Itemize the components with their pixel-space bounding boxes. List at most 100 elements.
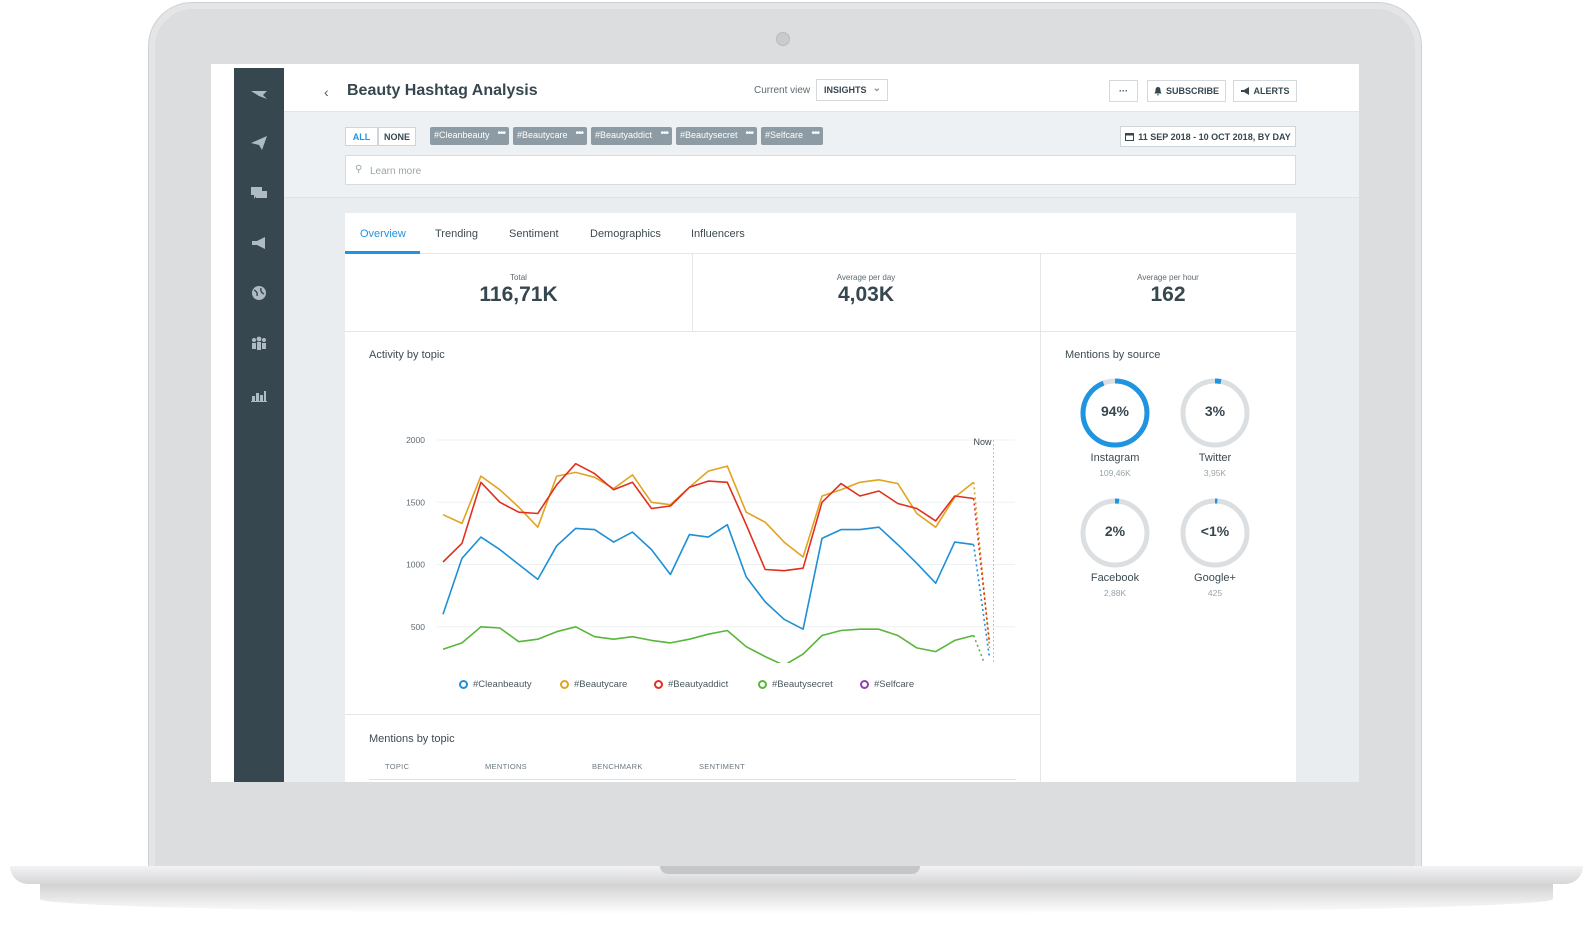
tag-label: #Beautyaddict	[595, 130, 653, 140]
app-screen: ‹ Beauty Hashtag Analysis Current view I…	[211, 64, 1359, 782]
megaphone-icon[interactable]	[249, 234, 269, 252]
filter-all-button[interactable]: ALL	[345, 127, 378, 146]
tag-menu-icon[interactable]: •••	[745, 128, 753, 139]
subscribe-button[interactable]: SUBSCRIBE	[1147, 80, 1226, 102]
legend-label: #Cleanbeauty	[473, 679, 532, 690]
legend-beautyaddict[interactable]: #Beautyaddict	[654, 679, 728, 690]
more-options-button[interactable]: ···	[1109, 80, 1138, 102]
donut-ring	[1080, 498, 1150, 568]
source-twitter-card[interactable]: 3% Twitter 3,95K	[1175, 376, 1255, 496]
legend-selfcare[interactable]: #Selfcare	[860, 679, 914, 690]
tag-menu-icon[interactable]: •••	[660, 128, 668, 139]
brand-logo-icon[interactable]	[249, 86, 269, 104]
tag-beautycare[interactable]: #Beautycare •••	[513, 127, 587, 145]
column-header-topic[interactable]: TOPIC	[385, 762, 410, 771]
filter-none-button[interactable]: NONE	[378, 127, 416, 146]
audience-icon[interactable]	[249, 334, 269, 352]
filter-all-label: ALL	[352, 131, 371, 142]
tag-menu-icon[interactable]: •••	[575, 128, 583, 139]
analytics-icon[interactable]	[249, 386, 269, 404]
chevron-down-icon: ⌄	[872, 83, 881, 94]
stat-value: 4,03K	[837, 283, 895, 306]
activity-line-chart: 050010001500200012. Sep14. Sep16. Sep18.…	[406, 435, 1015, 663]
series-projection-cleanbeauty	[972, 544, 991, 658]
tag-label: #Beautycare	[517, 130, 568, 140]
column-header-sentiment[interactable]: SENTIMENT	[699, 762, 746, 771]
tag-selfcare[interactable]: #Selfcare •••	[761, 127, 823, 145]
legend-marker	[654, 680, 663, 689]
stat-average-per-hour: Average per hour 162	[1040, 254, 1296, 332]
filter-none-label: NONE	[383, 131, 410, 142]
y-tick-label: 1500	[406, 497, 425, 507]
tag-beautysecret[interactable]: #Beautysecret •••	[676, 127, 757, 145]
mentions-by-source-title: Mentions by source	[1065, 349, 1161, 361]
tab-influencers[interactable]: Influencers	[691, 228, 745, 240]
donut-fill	[1180, 378, 1250, 448]
date-range-label: 11 SEP 2018 - 10 OCT 2018, BY DAY	[1138, 131, 1291, 142]
tab-sentiment[interactable]: Sentiment	[509, 228, 559, 240]
donut-percent: 2%	[1104, 523, 1126, 539]
source-facebook-card[interactable]: 2% Facebook 2,88K	[1075, 496, 1155, 616]
date-range-button[interactable]: 11 SEP 2018 - 10 OCT 2018, BY DAY	[1120, 126, 1296, 147]
tag-menu-icon[interactable]: •••	[497, 128, 505, 139]
globe-icon[interactable]	[249, 284, 269, 302]
source-google-plus-card[interactable]: <1% Google+ 425	[1175, 496, 1255, 616]
tab-trending[interactable]: Trending	[435, 228, 479, 240]
source-name: Facebook	[1090, 572, 1140, 584]
y-tick-label: 500	[411, 622, 425, 632]
donut-percent: <1%	[1200, 523, 1230, 539]
source-name: Instagram	[1090, 452, 1140, 464]
legend-label: #Beautyaddict	[668, 679, 729, 690]
tag-beautyaddict[interactable]: #Beautyaddict •••	[591, 127, 672, 145]
current-view-value: INSIGHTS	[824, 85, 867, 95]
legend-marker	[758, 680, 767, 689]
donut-ring	[1180, 378, 1250, 448]
bell-icon	[1154, 86, 1162, 96]
back-chevron-icon[interactable]: ‹	[324, 84, 329, 100]
tab-bar: Overview Trending Sentiment Demographics…	[345, 213, 1296, 254]
stat-label: Average per day	[836, 273, 896, 282]
donut-fill	[1180, 498, 1250, 568]
table-header-divider	[369, 779, 1016, 780]
stat-average-per-day: Average per day 4,03K	[692, 254, 1040, 332]
tag-label: #Cleanbeauty	[434, 130, 490, 140]
legend-beautysecret[interactable]: #Beautysecret	[758, 679, 833, 690]
subscribe-label: SUBSCRIBE	[1165, 86, 1219, 96]
alerts-button[interactable]: ALERTS	[1233, 80, 1297, 102]
source-name: Google+	[1194, 572, 1236, 584]
tag-menu-icon[interactable]: •••	[811, 128, 819, 139]
legend-marker	[459, 680, 468, 689]
stat-value: 116,71K	[479, 283, 558, 306]
search-icon: ⚲	[355, 164, 363, 175]
source-instagram-card[interactable]: 94% Instagram 109,46K	[1075, 376, 1155, 496]
messages-icon[interactable]	[249, 184, 269, 202]
series-line-cleanbeauty	[442, 523, 974, 631]
tab-demographics[interactable]: Demographics	[590, 228, 661, 240]
page-header: ‹ Beauty Hashtag Analysis Current view I…	[284, 68, 1359, 112]
tag-cleanbeauty[interactable]: #Cleanbeauty •••	[430, 127, 509, 145]
search-placeholder: Learn more	[370, 166, 422, 177]
y-tick-label: 2000	[406, 435, 425, 445]
current-view-select[interactable]: INSIGHTS ⌄	[816, 79, 888, 101]
legend-label: #Beautysecret	[772, 679, 833, 690]
laptop-notch	[660, 866, 920, 874]
source-count: 109,46K	[1099, 468, 1131, 478]
column-divider	[1040, 254, 1041, 782]
publish-icon[interactable]	[249, 134, 269, 152]
donut-percent: 3%	[1204, 403, 1226, 419]
alerts-label: ALERTS	[1253, 86, 1290, 96]
laptop-shadow	[40, 884, 1553, 914]
now-label: Now	[974, 437, 993, 447]
legend-beautycare[interactable]: #Beautycare	[560, 679, 627, 690]
search-input[interactable]: ⚲ Learn more	[345, 155, 1296, 185]
legend-cleanbeauty[interactable]: #Cleanbeauty	[459, 679, 532, 690]
column-header-mentions[interactable]: MENTIONS	[485, 762, 527, 771]
mentions-by-topic-title: Mentions by topic	[369, 733, 455, 745]
activity-chart-title: Activity by topic	[369, 349, 445, 361]
megaphone-small-icon	[1240, 87, 1249, 95]
legend-label: #Selfcare	[874, 679, 915, 690]
series-projection-beautyaddict	[972, 498, 991, 644]
screen-top-margin	[234, 64, 1359, 68]
tab-overview[interactable]: Overview	[360, 228, 406, 240]
column-header-benchmark[interactable]: BENCHMARK	[592, 762, 643, 771]
